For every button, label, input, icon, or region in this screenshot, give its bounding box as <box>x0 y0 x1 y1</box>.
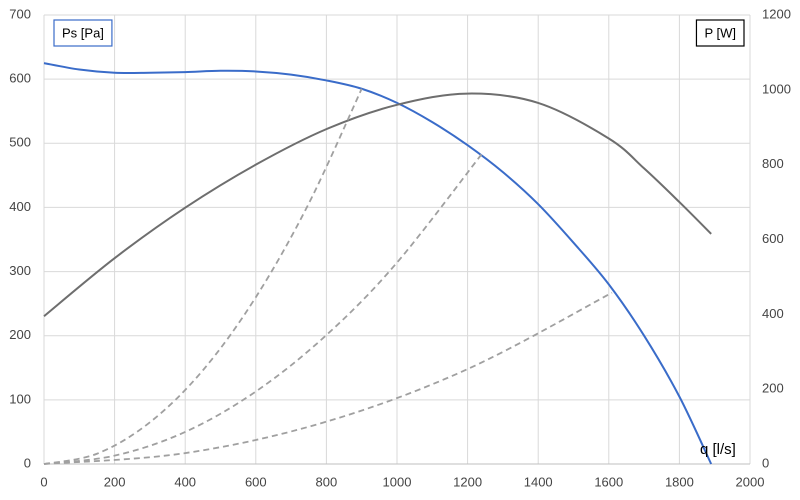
y-tick-label: 700 <box>9 6 31 21</box>
y-axis-label: Ps [Pa] <box>53 19 113 47</box>
x-tick-label: 800 <box>316 474 338 489</box>
x-tick-label: 2000 <box>736 474 765 489</box>
y-tick-label: 400 <box>9 199 31 214</box>
y-axis-label-box <box>53 19 113 47</box>
x-tick-label: 1400 <box>524 474 553 489</box>
x-axis-label: q [l/s] <box>700 441 736 458</box>
fan-curve <box>43 92 712 317</box>
y2-tick-label: 1200 <box>762 6 791 21</box>
y2-tick-label: 1000 <box>762 81 791 96</box>
y2-tick-label: 400 <box>762 306 784 321</box>
y-tick-label: 600 <box>9 71 31 86</box>
y-tick-label: 200 <box>9 327 31 342</box>
x-tick-label: 1000 <box>383 474 412 489</box>
y2-tick-label: 800 <box>762 156 784 171</box>
system-curve <box>43 88 363 465</box>
y-tick-label: 0 <box>24 455 31 470</box>
y2-axis-label-box <box>695 19 745 47</box>
y-axis-label-text: Ps [Pa] <box>62 25 104 40</box>
x-tick-label: 600 <box>245 474 267 489</box>
y-tick-label: 500 <box>9 135 31 150</box>
system-curve <box>43 151 484 465</box>
y2-axis-label-text: P [W] <box>704 25 736 40</box>
x-tick-label: 0 <box>40 474 47 489</box>
y-tick-label: 100 <box>9 391 31 406</box>
system-curve <box>43 291 613 465</box>
fan-curve <box>43 62 713 465</box>
y2-tick-label: 200 <box>762 381 784 396</box>
y2-axis-label: P [W] <box>695 19 745 47</box>
x-tick-label: 400 <box>174 474 196 489</box>
x-tick-label: 1600 <box>594 474 623 489</box>
x-tick-label: 1800 <box>665 474 694 489</box>
y2-tick-label: 0 <box>762 455 769 470</box>
x-tick-label: 1200 <box>453 474 482 489</box>
y2-tick-label: 600 <box>762 231 784 246</box>
y-tick-label: 300 <box>9 263 31 278</box>
x-tick-label: 200 <box>104 474 126 489</box>
